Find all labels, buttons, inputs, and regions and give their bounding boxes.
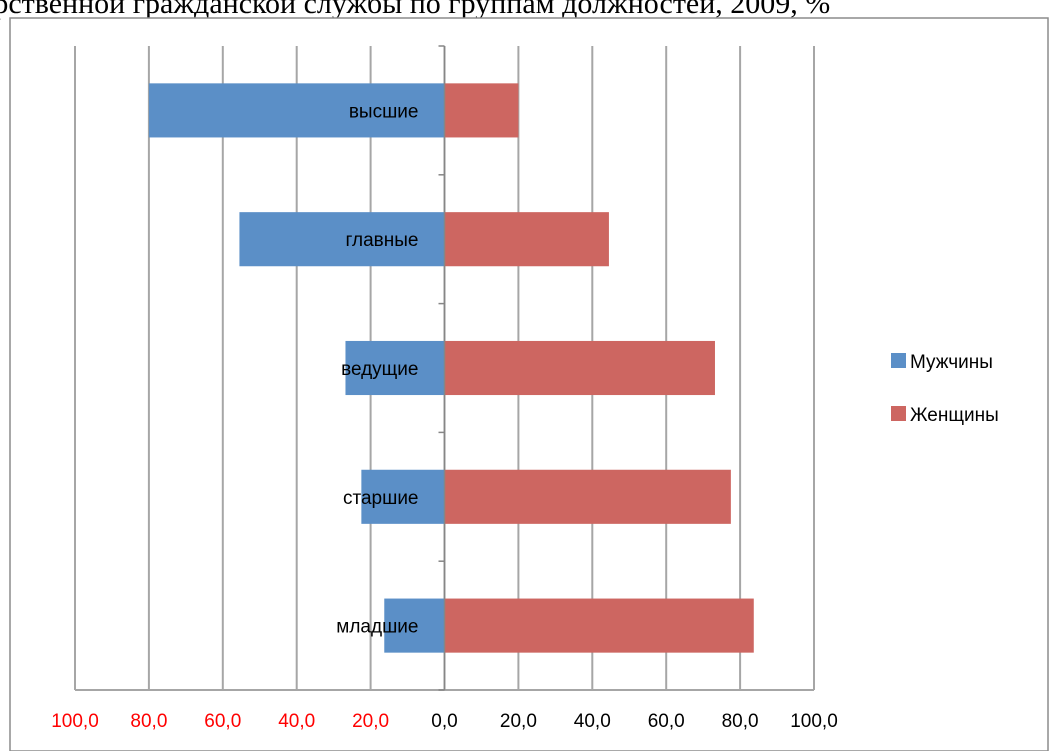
legend-swatch bbox=[891, 406, 906, 421]
x-tick-labels: 100,0 80,0 60,0 40,0 20,0 0,0 20,0 40,0 60,0 80,0… bbox=[51, 711, 838, 732]
bar-men bbox=[361, 469, 445, 524]
category-label: ведущие bbox=[341, 359, 418, 380]
bar-men bbox=[384, 598, 445, 653]
legend-swatch bbox=[891, 353, 906, 368]
bars bbox=[148, 83, 754, 653]
legend-label: Мужчины bbox=[910, 352, 993, 373]
x-tick-label: 40,0 bbox=[278, 711, 315, 732]
category-label: главные bbox=[346, 230, 419, 251]
x-tick-label: 40,0 bbox=[574, 711, 611, 732]
x-tick-label: 100,0 bbox=[790, 711, 838, 732]
x-tick-label: 20,0 bbox=[500, 711, 537, 732]
legend-label: Женщины bbox=[910, 405, 999, 426]
bar-men bbox=[345, 340, 445, 396]
category-label: младшие bbox=[336, 617, 418, 638]
category-axis bbox=[438, 45, 446, 691]
category-labels: высшие главные ведущие старшие младшие bbox=[336, 101, 418, 637]
x-tick-label: 100,0 bbox=[51, 711, 99, 732]
x-tick-label: 80,0 bbox=[130, 711, 167, 732]
bar-women bbox=[444, 598, 754, 653]
x-tick-label: 80,0 bbox=[722, 711, 759, 732]
category-label: высшие bbox=[349, 101, 419, 122]
x-tick-label: 60,0 bbox=[648, 711, 685, 732]
x-tick-label: 20,0 bbox=[352, 711, 389, 732]
chart-title: арственной гражданской службы по группам… bbox=[0, 0, 831, 20]
x-tick-label: 0,0 bbox=[431, 711, 457, 732]
bar-women bbox=[444, 83, 519, 138]
category-label: старшие bbox=[343, 488, 419, 509]
bar-women bbox=[444, 469, 731, 524]
bar-men bbox=[239, 212, 445, 267]
legend: Мужчины Женщины bbox=[891, 352, 999, 426]
bar-women bbox=[444, 212, 609, 267]
x-tick-label: 60,0 bbox=[204, 711, 241, 732]
bar-women bbox=[444, 340, 715, 396]
bar-men bbox=[148, 83, 445, 138]
